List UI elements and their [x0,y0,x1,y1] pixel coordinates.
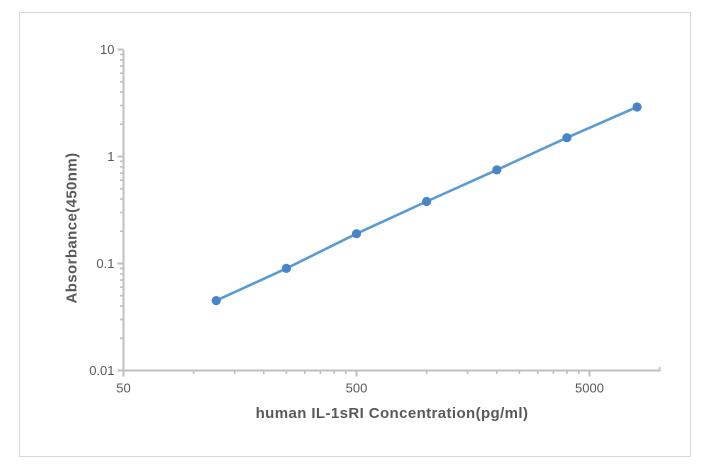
y-axis-title: Absorbance(450nm) [63,152,81,304]
y-tick-label: 1 [107,149,114,164]
x-tick-label: 5000 [575,381,604,396]
data-point-marker [211,296,221,306]
data-point-marker [492,165,502,175]
chart-frame: 50 500 5000 0.01 0.1 1 10 human IL-1sRI Concen… [19,12,691,457]
standard-curve-plot: 50 500 5000 0.01 0.1 1 10 [89,42,661,396]
data-point-marker [562,133,572,143]
x-tick-label: 50 [116,381,130,396]
data-point-marker [422,196,432,207]
data-point-marker [632,102,642,112]
data-point-marker [351,229,362,239]
x-axis-title: human IL-1sRI Concentration(pg/ml) [255,405,529,422]
x-tick-label: 500 [346,381,368,396]
data-point-marker [281,263,291,273]
y-tick-label: 0.01 [89,363,114,378]
y-tick-label: 0.1 [96,256,114,271]
y-tick-label: 10 [100,42,114,57]
